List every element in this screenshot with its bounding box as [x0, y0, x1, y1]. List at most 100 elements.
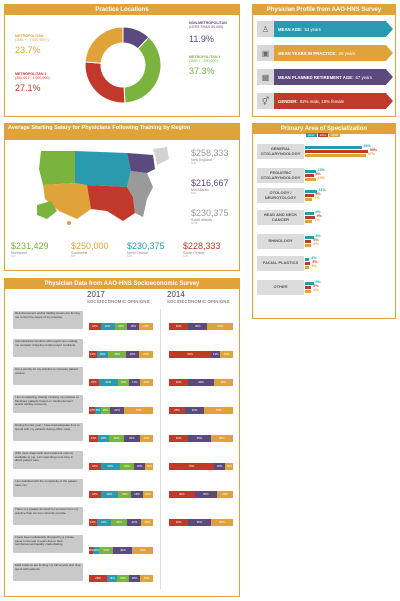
survey-bar-2014: 30% 35% 35% [169, 435, 233, 442]
location-range: (LESS THAN 50,000) [189, 25, 224, 30]
year-2017-subtitle: SOCIOECONOMIC OPINIONS [87, 299, 150, 304]
survey-bar-2017: 10% 8% 15% 22% 45% [89, 407, 153, 414]
specialization-percent: 9% [316, 214, 322, 218]
specialization-bar [305, 266, 310, 269]
survey-question: I am satisfied with the complexity of th… [13, 479, 83, 497]
survey-segment: 18% [213, 463, 226, 470]
survey-segment: 20% [220, 351, 233, 358]
survey-bar-2017: 12% 22% 26% 22% 18% [89, 519, 153, 526]
specialization-bar [305, 178, 316, 181]
profile-value: 53 years [304, 26, 321, 32]
survey-question: It is a priority for my practice to incr… [13, 367, 83, 385]
survey-segment: 28% [100, 491, 119, 498]
specialization-bar [305, 216, 315, 219]
specialization-bar [305, 258, 310, 261]
specialization-percent: 4% [311, 256, 317, 260]
us-map [37, 147, 169, 225]
legend-item: 2017 [306, 133, 317, 137]
survey-segment: 28% [89, 575, 107, 582]
location-percent: 23.7% [15, 45, 41, 55]
specialization-row: RHINOLOGY 8% 6% 6% [257, 234, 393, 252]
specialization-row: HEAD AND NECK CANCER 8% 9% 7% [257, 210, 393, 228]
map-north-central [75, 151, 131, 187]
physician-profile-title: Physician Profile from AAO-HNS Survey [253, 5, 395, 15]
survey-question: I have been unilaterally dropped by a pr… [13, 535, 83, 553]
map-mid-atlantic [127, 153, 155, 173]
survey-segment: 22% [109, 435, 124, 442]
salary-region: $230,375 North Central N=8 [127, 241, 165, 258]
location-name: NON-METROPOLITAN [189, 21, 227, 25]
specialization-percent: 6% [313, 242, 319, 246]
specialization-bar [305, 194, 314, 197]
specialization-name: OTOLOGY / NEUROTOLOGY [257, 188, 304, 203]
profile-label: GENDER: [278, 98, 298, 104]
survey-segment: 10% [89, 407, 96, 414]
location-name: METROPOLITAN 1 [189, 55, 221, 59]
survey-segment: 35% [188, 519, 211, 526]
survey-segment: 16% [106, 575, 118, 582]
specialization-bar [305, 190, 317, 193]
profile-bar: MEAN PLANNED RETIREMENT AGE: 67 years [274, 69, 393, 85]
survey-segment: 12% [225, 463, 233, 470]
survey-segment: 26% [123, 435, 141, 442]
survey-segment: 45% [124, 407, 153, 414]
specialization-bar [305, 212, 314, 215]
specialization-percent: 6% [313, 288, 319, 292]
survey-segment: 30% [169, 379, 189, 386]
specialization-panel: Primary Area of Specialization 2017 2014 2… [252, 123, 396, 319]
salary-value: $228,333 [183, 241, 221, 251]
location-label: METROPOLITAN 1 (1MIL+ - 250,000) [189, 55, 220, 63]
specialization-percent: 7% [314, 196, 320, 200]
location-percent: 27.1% [15, 83, 41, 93]
survey-bar-2014: 30% 30% 40% [169, 323, 233, 330]
survey-bar-2014: 25% 30% 45% [169, 407, 233, 414]
profile-bar: MEAN YEARS IN PRACTICE: 20 years [274, 45, 393, 61]
location-percent: 37.3% [189, 66, 215, 76]
survey-question: Administrative burdens with payers are m… [13, 339, 83, 357]
gender-icon: ⚥ [257, 93, 274, 109]
survey-segment: 18% [141, 519, 153, 526]
specialization-percent: 6% [313, 238, 319, 242]
survey-segment: 30% [169, 519, 189, 526]
specialization-bar [305, 240, 312, 243]
profile-value: 67 years [355, 74, 372, 80]
profile-row: ♙ MEAN AGE: 53 years [257, 21, 393, 37]
survey-segment: 18% [89, 463, 101, 470]
survey-segment: 30% [188, 323, 208, 330]
survey-segment: 30% [169, 435, 189, 442]
survey-bar-2014: 66% 14% 20% [169, 351, 233, 358]
specialization-row: GENERAL OTOLARYNGOLOGY 53% 59% 57% [257, 144, 393, 162]
specialization-percent: 59% [369, 148, 378, 152]
survey-segment: 40% [188, 379, 214, 386]
salary-region-name: South Atlantic [191, 218, 213, 222]
salary-value: $258,333 [191, 148, 229, 158]
salary-value: $230,375 [191, 208, 229, 218]
salary-region: $231,429 Northwest N=7 [11, 241, 49, 258]
donut-slice [84, 61, 126, 104]
specialization-bar [305, 198, 313, 201]
salary-region-name: Northwest [11, 251, 27, 255]
location-range: (250,001 - 1,000,000) [15, 76, 50, 81]
donut-slice [123, 36, 162, 104]
year-divider [160, 309, 161, 589]
survey-segment: 12% [89, 351, 97, 358]
survey-segment: 30% [185, 407, 205, 414]
salary-value: $250,000 [71, 241, 109, 251]
survey-bar-2014: 70% 18% 12% [169, 463, 233, 470]
map-southwest [43, 183, 91, 219]
specialization-percent: 53% [363, 144, 371, 148]
legend-item: 2014 [317, 133, 329, 137]
specialization-bar [305, 220, 313, 223]
survey-segment: 35% [194, 491, 217, 498]
salary-value: $231,429 [11, 241, 49, 251]
survey-segment: 70% [169, 463, 214, 470]
salary-region: $216,667 Mid Atlantic N=6 [191, 178, 229, 195]
survey-segment: 12% [145, 463, 153, 470]
location-percent: 11.9% [189, 34, 214, 44]
survey-question: There is a greater demand for services f… [13, 507, 83, 525]
location-range: (1MIL+ - 250,000) [189, 59, 218, 64]
specialization-name: RHINOLOGY [257, 234, 304, 249]
survey-segment: 30% [100, 463, 120, 470]
year-2014-subtitle: SOCIOECONOMIC OPINIONS [167, 299, 230, 304]
location-range: (1MIL+ / 1,000,000+) [15, 38, 49, 43]
